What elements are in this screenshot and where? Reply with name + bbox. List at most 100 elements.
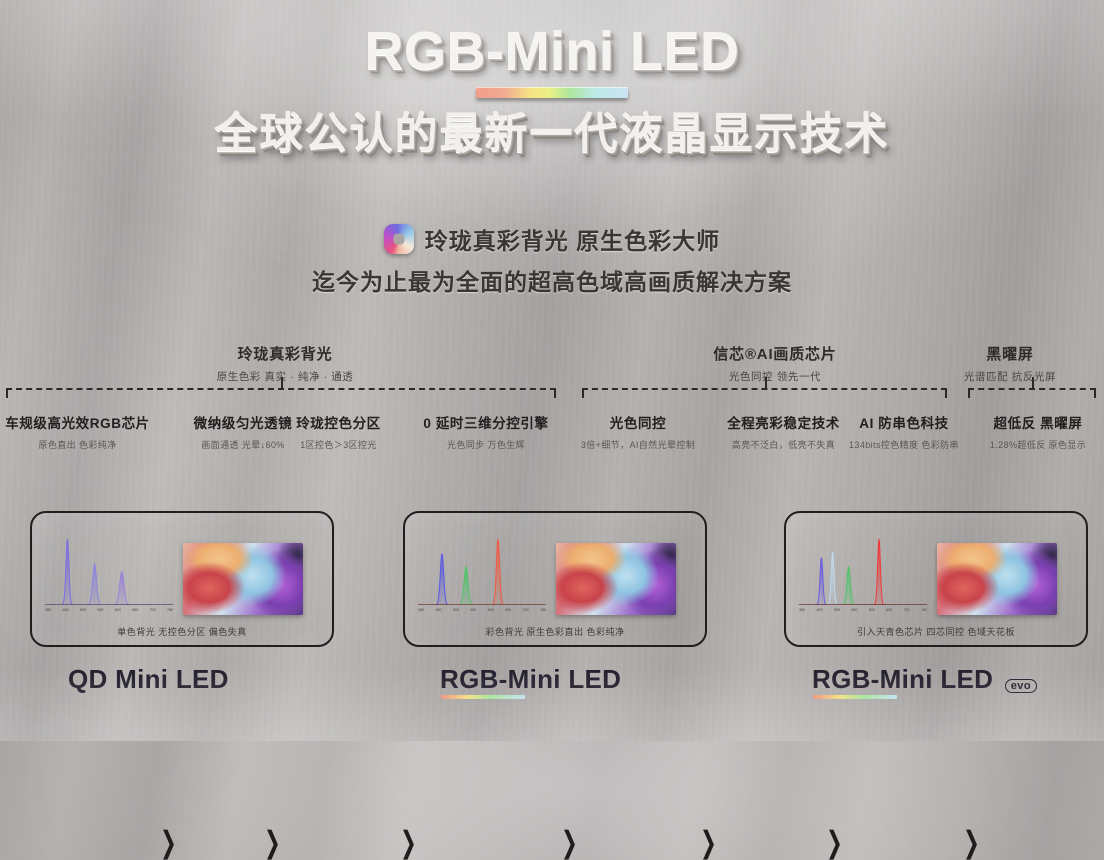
- chip-subtitle: 1区控色＞3区控光: [300, 440, 377, 450]
- x-axis-ticks: 380 450 500 550 600 650 700 780: [418, 607, 546, 617]
- product-panel[interactable]: 380 450 500 550 600 650 700 780 彩色背光 原生色彩直出 色彩纯…: [403, 511, 707, 647]
- page-title: RGB-Mini LED: [364, 21, 740, 81]
- feature-chip[interactable]: 玲珑控色分区 1区控色＞3区控光: [281, 412, 396, 451]
- product-label-text: RGB-Mini LED: [812, 664, 994, 694]
- tick-label: 550: [470, 607, 477, 612]
- chevron-right-icon: ❯: [160, 824, 177, 860]
- bracket-group-3: [968, 377, 1096, 398]
- spectrum-peak: [418, 565, 546, 605]
- chip-subtitle: 画面通透 光晕↓60%: [201, 440, 285, 450]
- swirl-logo-icon: [383, 224, 414, 254]
- chip-title: 光色同控: [609, 416, 667, 431]
- rgb-gradient-bar: [476, 87, 628, 98]
- spectrum-svg: [45, 538, 173, 605]
- section-header-2: 信芯®AI画质芯片 光色同控 领先一代: [635, 343, 915, 384]
- product-label: QD Mini LED: [68, 664, 229, 695]
- chip-subtitle: 134bits控色精度 色彩防串: [849, 440, 959, 450]
- chevron-right-icon: ❯: [826, 824, 843, 860]
- feature-chip[interactable]: AI 防串色科技 134bits控色精度 色彩防串: [845, 412, 963, 451]
- tick-label: 700: [149, 607, 156, 612]
- spectrum-peak: [418, 553, 546, 605]
- section-title: 玲珑真彩背光: [237, 346, 333, 363]
- product-label-text: QD Mini LED: [68, 664, 229, 694]
- tick-label: 450: [62, 607, 69, 612]
- section-title: 黑曜屏: [986, 346, 1034, 363]
- tick-label: 380: [799, 607, 806, 612]
- chevron-right-icon: ❯: [561, 824, 578, 860]
- spectrum-peak: [799, 552, 927, 605]
- spectrum-svg: [799, 538, 927, 605]
- chip-title: 车规级高光效RGB芯片: [5, 416, 150, 431]
- tick-label: 600: [868, 607, 875, 612]
- panel-caption: 单色背光 无控色分区 偏色失真: [117, 627, 247, 637]
- chip-subtitle: 光色同步 万色生辉: [446, 440, 526, 450]
- feature-chip[interactable]: 微纳级匀光透镜 画面通透 光晕↓60%: [178, 412, 308, 451]
- tick-label: 650: [886, 607, 893, 612]
- brand-block: 玲珑真彩背光 原生色彩大师 迄今为止最为全面的超高色域高画质解决方案: [0, 222, 1104, 297]
- spectrum-peak: [45, 538, 173, 605]
- hero-subtitle: 全球公认的最新一代液晶显示技术: [214, 110, 890, 158]
- evo-badge: evo: [1004, 679, 1037, 694]
- tick-label: 650: [505, 607, 512, 612]
- brand-row: 玲珑真彩背光 原生色彩大师: [0, 222, 1104, 256]
- product-label-text: RGB-Mini LED: [440, 664, 622, 694]
- spectrum-svg: [418, 538, 546, 605]
- sample-image: [183, 543, 303, 615]
- feature-chip[interactable]: 0 延时三维分控引擎 光色同步 万色生辉: [416, 412, 556, 451]
- tick-label: 450: [816, 607, 823, 612]
- chip-title: 0 延时三维分控引擎: [423, 416, 549, 431]
- brand-name: 玲珑真彩背光 原生色彩大师: [424, 228, 721, 254]
- rgb-mini-bar: [813, 695, 897, 699]
- tick-label: 650: [132, 607, 139, 612]
- rgb-mini-bar: [441, 695, 525, 699]
- tick-label: 500: [452, 607, 459, 612]
- x-axis-ticks: 380 450 500 550 600 650 700 780: [799, 607, 927, 617]
- tick-label: 500: [833, 607, 840, 612]
- spectrum-peak: [45, 570, 173, 605]
- feature-chip-row: 车规级高光效RGB芯片 原色直出 色彩纯净 ❯ 微纳级匀光透镜 画面通透 光晕↓…: [0, 412, 1104, 860]
- chevron-right-icon: ❯: [963, 824, 980, 860]
- feature-chip[interactable]: 光色同控 3倍+细节，AI自然光晕控制: [578, 412, 698, 451]
- section-header-3: 黑曜屏 光谱匹配 抗反光屏: [925, 343, 1095, 384]
- product-panel[interactable]: 380 450 500 550 600 650 700 780 单色背光 无控色分区 偏色失真: [30, 511, 334, 647]
- section-header-1: 玲珑真彩背光 原生色彩 真实 · 纯净 · 通透: [150, 343, 420, 384]
- tick-label: 550: [97, 607, 104, 612]
- chip-title: AI 防串色科技: [859, 416, 949, 431]
- chip-title: 玲珑控色分区: [296, 416, 381, 431]
- section-title: 信芯®AI画质芯片: [713, 346, 837, 363]
- tick-label: 700: [522, 607, 529, 612]
- feature-chip[interactable]: 全程亮彩稳定技术 高亮不泛白，低亮不失真: [716, 412, 851, 451]
- panel-caption: 引入天青色芯片 四芯同控 色域天花板: [856, 627, 1015, 637]
- spectrum-chart: 380 450 500 550 600 650 700 780: [45, 538, 173, 619]
- hero-block: RGB-Mini LED 全球公认的最新一代液晶显示技术: [0, 24, 1104, 157]
- sample-image: [937, 543, 1057, 615]
- tick-label: 380: [418, 607, 425, 612]
- feature-chip[interactable]: 车规级高光效RGB芯片 原色直出 色彩纯净: [0, 412, 155, 451]
- chip-subtitle: 高亮不泛白，低亮不失真: [731, 440, 836, 450]
- chip-subtitle: 原色直出 色彩纯净: [38, 440, 117, 450]
- product-panel[interactable]: 380 450 500 550 600 650 700 780 引入天青色芯片 四芯同控 色域…: [784, 511, 1088, 647]
- section-subtitle: 光色同控 领先一代: [728, 371, 822, 383]
- chip-title: 全程亮彩稳定技术: [727, 416, 840, 431]
- brand-tagline: 迄今为止最为全面的超高色域高画质解决方案: [312, 269, 792, 295]
- bracket-group-2: [582, 377, 947, 398]
- tick-label: 500: [79, 607, 86, 612]
- chip-title: 微纳级匀光透镜: [193, 416, 293, 431]
- tick-label: 780: [166, 607, 173, 612]
- tick-label: 450: [435, 607, 442, 612]
- tick-label: 780: [539, 607, 546, 612]
- tick-label: 600: [114, 607, 121, 612]
- spectrum-chart: 380 450 500 550 600 650 700 780: [418, 538, 546, 619]
- feature-chip[interactable]: 超低反 黑曜屏 1.28%超低反 原色显示: [980, 412, 1096, 451]
- tick-label: 550: [851, 607, 858, 612]
- chevron-right-icon: ❯: [264, 824, 281, 860]
- chip-subtitle: 3倍+细节，AI自然光晕控制: [580, 440, 696, 450]
- spectrum-chart: 380 450 500 550 600 650 700 780: [799, 538, 927, 619]
- chip-subtitle: 1.28%超低反 原色显示: [989, 440, 1087, 450]
- sample-image: [556, 543, 676, 615]
- x-axis-ticks: 380 450 500 550 600 650 700 780: [45, 607, 173, 617]
- tick-label: 600: [487, 607, 494, 612]
- tick-label: 380: [45, 607, 52, 612]
- bracket-group-1: [6, 377, 556, 398]
- spectrum-peak: [799, 538, 927, 605]
